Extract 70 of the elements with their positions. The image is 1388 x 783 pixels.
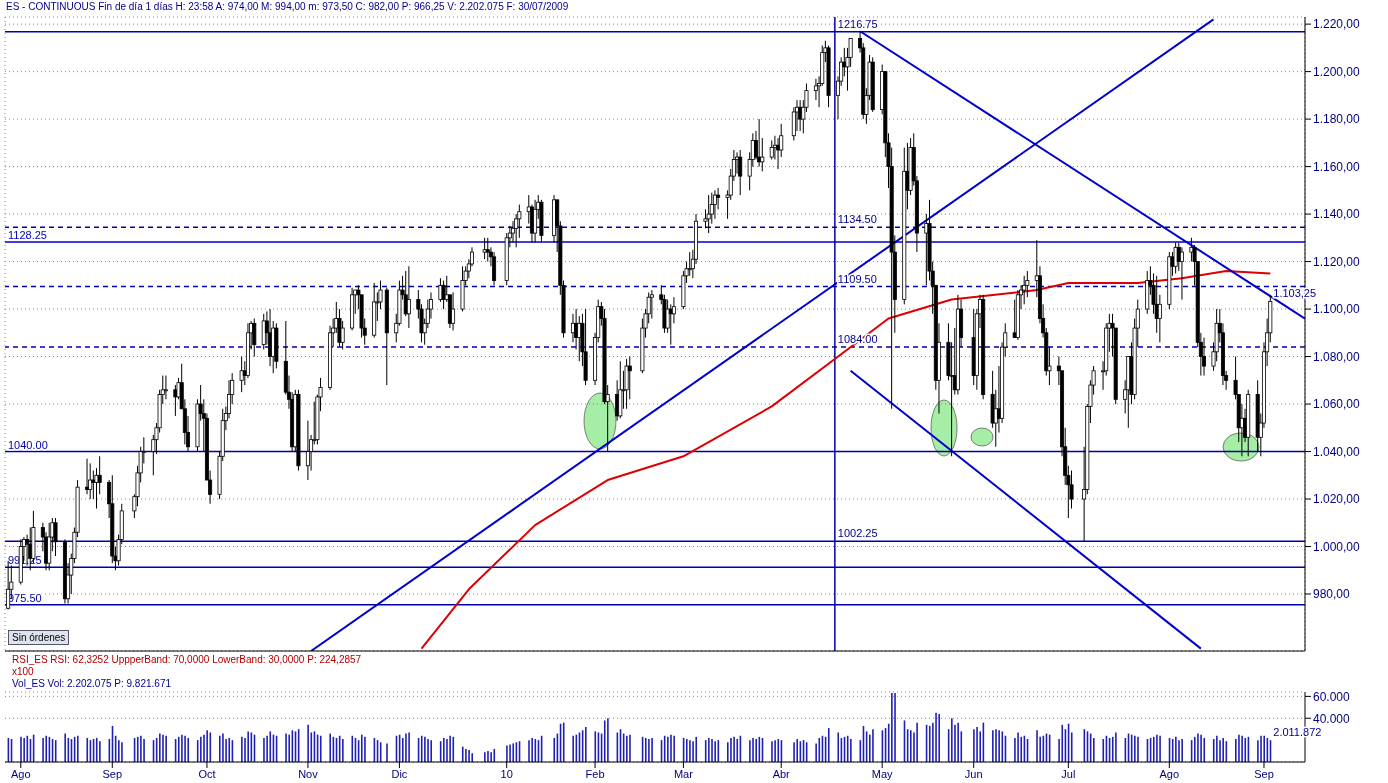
text: RSI_ES RSI: 62,3252 UppperBand: 70,0000 LowerBand: 30,0000 P: 224,2857 bbox=[12, 654, 362, 665]
annotation: 1002.25 bbox=[837, 527, 878, 540]
candlestick bbox=[1154, 275, 1159, 334]
x-tick-label: Dic bbox=[391, 767, 408, 780]
candlestick bbox=[239, 356, 244, 393]
text: x100 bbox=[12, 666, 34, 677]
candlestick bbox=[627, 356, 632, 400]
candlestick bbox=[261, 313, 266, 350]
candlestick bbox=[760, 137, 765, 172]
candlestick bbox=[769, 139, 774, 160]
x-tick-label: Ago bbox=[10, 767, 31, 780]
x-tick-label: Sep bbox=[1254, 767, 1274, 780]
y-tick-label: 1.220,00 bbox=[1313, 17, 1361, 32]
annotation: 1216.75 bbox=[837, 17, 878, 30]
y-tick-label: 1.160,00 bbox=[1313, 159, 1361, 174]
x-tick-label: Abr bbox=[772, 767, 791, 780]
ref-line-label: 1128.25 bbox=[8, 228, 47, 241]
y-tick-label: 1.140,00 bbox=[1313, 207, 1361, 222]
candlestick bbox=[53, 517, 58, 557]
candlestick bbox=[482, 237, 487, 260]
x-tick-label: May bbox=[871, 767, 894, 780]
y-tick-label: 1.100,00 bbox=[1313, 302, 1361, 317]
x-tick-label: Jun bbox=[964, 767, 983, 780]
candlestick bbox=[485, 237, 490, 263]
candlestick bbox=[441, 280, 446, 310]
candlestick bbox=[738, 149, 743, 196]
y-tick-label: 1.020,00 bbox=[1313, 492, 1361, 507]
x-tick-label: Feb bbox=[585, 767, 605, 780]
candlestick bbox=[97, 455, 102, 495]
y-tick-label: 1.080,00 bbox=[1313, 349, 1361, 364]
x-tick-label: Nov bbox=[298, 767, 319, 780]
y-tick-label: 1.060,00 bbox=[1313, 397, 1361, 412]
y-tick-label: 1.200,00 bbox=[1313, 64, 1361, 79]
candlestick bbox=[305, 420, 310, 481]
y-tick-label: 1.040,00 bbox=[1313, 444, 1361, 459]
y-tick-label: 1.120,00 bbox=[1313, 254, 1361, 269]
annotation: Sin órdenes bbox=[8, 630, 70, 645]
annotation: 1134.50 bbox=[837, 213, 877, 226]
candlestick bbox=[340, 320, 345, 350]
candlestick bbox=[1179, 246, 1184, 301]
annotation: 1.103,25 bbox=[1273, 287, 1317, 300]
candlestick bbox=[649, 289, 654, 320]
y-tick-label: 1.000,00 bbox=[1313, 539, 1361, 554]
candlestick bbox=[252, 318, 257, 358]
candlestick bbox=[706, 194, 711, 234]
x-tick-label: Jul bbox=[1061, 767, 1076, 780]
x-tick-label: Mar bbox=[673, 767, 694, 780]
y-tick-label: 980,00 bbox=[1313, 587, 1351, 602]
annotation: 2.011.872 bbox=[1273, 725, 1322, 738]
candlestick bbox=[88, 462, 93, 500]
x-tick-label: 10 bbox=[500, 767, 513, 780]
candlestick bbox=[1157, 294, 1162, 343]
candlestick bbox=[712, 189, 717, 220]
x-tick-label: Sep bbox=[102, 767, 123, 780]
candlestick bbox=[687, 251, 692, 277]
y-tick-label: 40.000 bbox=[1313, 711, 1351, 726]
candlestick bbox=[91, 470, 96, 500]
candlestick bbox=[492, 251, 497, 286]
line-series bbox=[420, 270, 1272, 650]
y-tick-label: 60.000 bbox=[1313, 689, 1351, 704]
candlestick bbox=[1173, 242, 1178, 274]
candlestick bbox=[1022, 275, 1027, 305]
y-tick-label: 1.180,00 bbox=[1313, 112, 1361, 127]
candlestick bbox=[1202, 337, 1207, 377]
candlestick bbox=[163, 375, 168, 400]
x-tick-label: Oct bbox=[198, 767, 216, 780]
chart-title: ES - CONTINUOUS Fin de día 1 días H: 23:58 A: 974,00 M: 994,00 m: 973,50 C: 982,00 P: 966,25 V: 2.202.075 F: 30/07/2009 bbox=[6, 1, 569, 12]
ref-line-label: 1040.00 bbox=[8, 438, 48, 451]
x-tick-label: Ago bbox=[1159, 767, 1180, 780]
chart-title: Vol_ES Vol: 2.202.075 P: 9.821.671 bbox=[12, 678, 172, 689]
